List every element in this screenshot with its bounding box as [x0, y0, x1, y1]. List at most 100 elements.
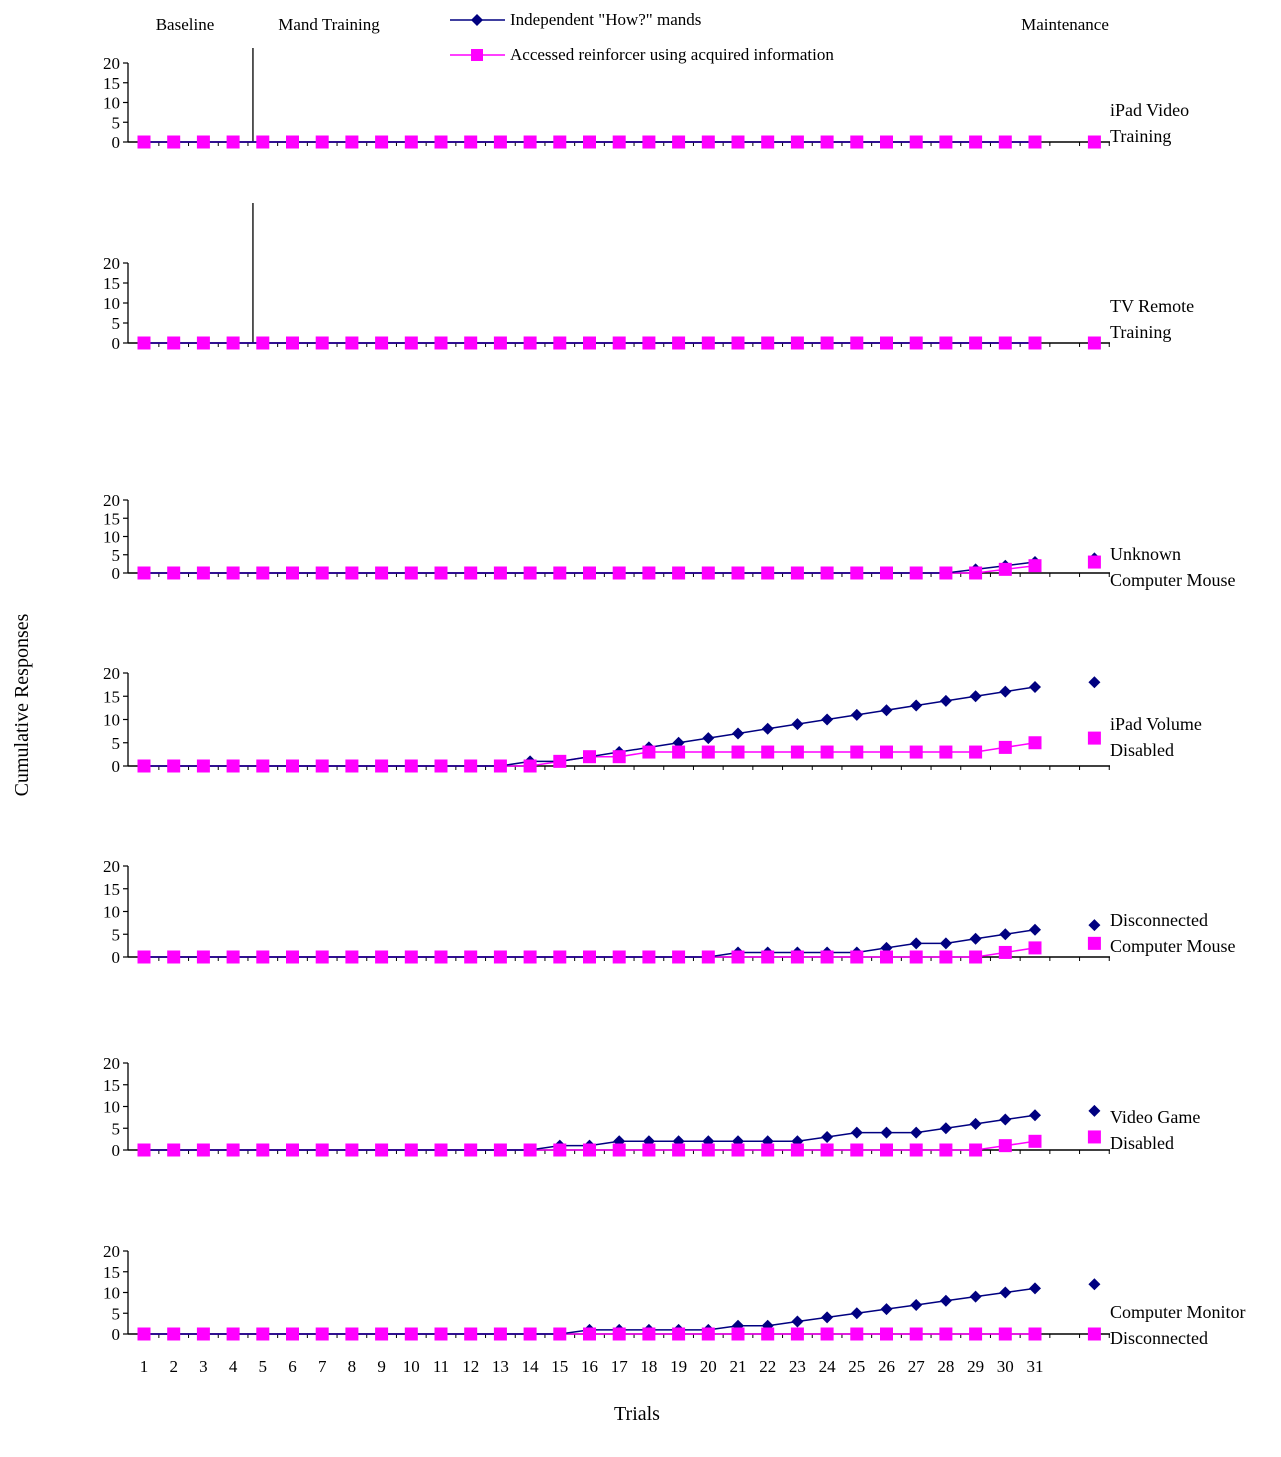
- data-point-reinforcer: [523, 759, 537, 773]
- data-point-reinforcer: [137, 950, 151, 964]
- data-point-reinforcer: [612, 1143, 626, 1157]
- y-tick-label: 20: [103, 1242, 120, 1261]
- data-point-mands: [969, 932, 982, 945]
- y-tick-label: 5: [112, 546, 121, 565]
- x-tick-label: 3: [199, 1357, 208, 1376]
- data-point-reinforcer: [850, 1327, 864, 1341]
- x-tick-label: 28: [937, 1357, 954, 1376]
- data-point-reinforcer: [523, 336, 537, 350]
- data-point-reinforcer: [464, 759, 478, 773]
- data-point-reinforcer: [553, 950, 567, 964]
- data-point-reinforcer: [850, 1143, 864, 1157]
- data-point-reinforcer: [731, 1143, 745, 1157]
- y-tick-label: 15: [103, 687, 120, 706]
- data-point-reinforcer: [434, 950, 448, 964]
- maintenance-point-mands: [1088, 1104, 1101, 1117]
- y-tick-label: 15: [103, 509, 120, 528]
- y-tick-label: 0: [112, 1325, 121, 1344]
- data-point-reinforcer: [226, 135, 240, 149]
- data-point-reinforcer: [315, 759, 329, 773]
- y-tick-label: 20: [103, 1054, 120, 1073]
- data-point-mands: [791, 718, 804, 731]
- data-point-mands: [1029, 1282, 1041, 1295]
- legend-marker-reinforcer: [471, 49, 483, 61]
- data-point-reinforcer: [345, 336, 359, 350]
- data-point-reinforcer: [404, 759, 418, 773]
- data-point-reinforcer: [701, 1327, 715, 1341]
- data-point-reinforcer: [672, 135, 686, 149]
- data-point-reinforcer: [939, 1143, 953, 1157]
- data-point-reinforcer: [850, 745, 864, 759]
- maintenance-point-reinforcer: [1087, 336, 1101, 350]
- data-point-reinforcer: [583, 135, 596, 149]
- data-point-reinforcer: [969, 336, 983, 350]
- data-point-reinforcer: [998, 336, 1012, 350]
- y-tick-label: 15: [103, 1263, 120, 1282]
- data-point-reinforcer: [493, 950, 507, 964]
- data-point-mands: [939, 1294, 952, 1307]
- data-point-reinforcer: [434, 566, 448, 580]
- data-point-mands: [880, 1303, 893, 1316]
- data-point-reinforcer: [820, 745, 834, 759]
- data-point-reinforcer: [998, 562, 1012, 576]
- data-point-reinforcer: [434, 759, 448, 773]
- data-point-reinforcer: [137, 1143, 151, 1157]
- data-point-reinforcer: [196, 950, 210, 964]
- data-point-reinforcer: [434, 1143, 448, 1157]
- data-point-mands: [999, 1113, 1012, 1126]
- data-point-reinforcer: [731, 950, 745, 964]
- panel-label: Training: [1110, 126, 1171, 146]
- data-point-reinforcer: [286, 759, 299, 773]
- phase-label-maintenance: Maintenance: [1021, 15, 1109, 34]
- data-point-reinforcer: [286, 135, 299, 149]
- data-point-reinforcer: [167, 336, 181, 350]
- data-point-reinforcer: [345, 1143, 359, 1157]
- data-point-reinforcer: [701, 566, 715, 580]
- data-point-reinforcer: [761, 950, 775, 964]
- data-point-reinforcer: [137, 759, 151, 773]
- x-axis-label: Trials: [614, 1403, 660, 1425]
- data-point-reinforcer: [553, 754, 567, 768]
- data-point-reinforcer: [583, 1143, 596, 1157]
- data-point-reinforcer: [523, 1143, 537, 1157]
- data-point-reinforcer: [761, 336, 775, 350]
- x-tick-label: 25: [848, 1357, 865, 1376]
- x-tick-label: 18: [640, 1357, 657, 1376]
- data-point-reinforcer: [583, 750, 596, 764]
- data-point-reinforcer: [196, 1143, 210, 1157]
- x-tick-label: 15: [551, 1357, 568, 1376]
- data-point-reinforcer: [820, 950, 834, 964]
- data-point-reinforcer: [642, 566, 656, 580]
- data-point-reinforcer: [137, 135, 151, 149]
- x-tick-label: 5: [259, 1357, 268, 1376]
- data-point-reinforcer: [731, 336, 745, 350]
- data-point-reinforcer: [583, 336, 596, 350]
- data-point-mands: [850, 708, 863, 721]
- x-tick-label: 17: [611, 1357, 629, 1376]
- data-point-reinforcer: [761, 566, 775, 580]
- data-point-reinforcer: [1028, 941, 1042, 955]
- y-tick-label: 0: [112, 948, 121, 967]
- data-point-reinforcer: [701, 950, 715, 964]
- data-point-reinforcer: [1028, 1134, 1042, 1148]
- y-tick-label: 15: [103, 74, 120, 93]
- data-point-reinforcer: [523, 135, 537, 149]
- data-point-reinforcer: [998, 740, 1012, 754]
- data-point-reinforcer: [375, 135, 389, 149]
- data-point-reinforcer: [731, 135, 745, 149]
- data-point-mands: [969, 690, 982, 703]
- data-point-reinforcer: [969, 135, 983, 149]
- data-point-mands: [880, 1126, 893, 1139]
- data-point-reinforcer: [375, 1143, 389, 1157]
- data-point-reinforcer: [286, 1327, 299, 1341]
- x-tick-label: 21: [730, 1357, 747, 1376]
- panel-label: Unknown: [1110, 544, 1181, 564]
- maintenance-point-reinforcer: [1087, 731, 1101, 745]
- data-point-reinforcer: [256, 135, 270, 149]
- data-point-reinforcer: [256, 759, 270, 773]
- data-point-reinforcer: [196, 336, 210, 350]
- data-point-mands: [910, 1298, 923, 1311]
- data-point-reinforcer: [434, 336, 448, 350]
- data-point-reinforcer: [642, 950, 656, 964]
